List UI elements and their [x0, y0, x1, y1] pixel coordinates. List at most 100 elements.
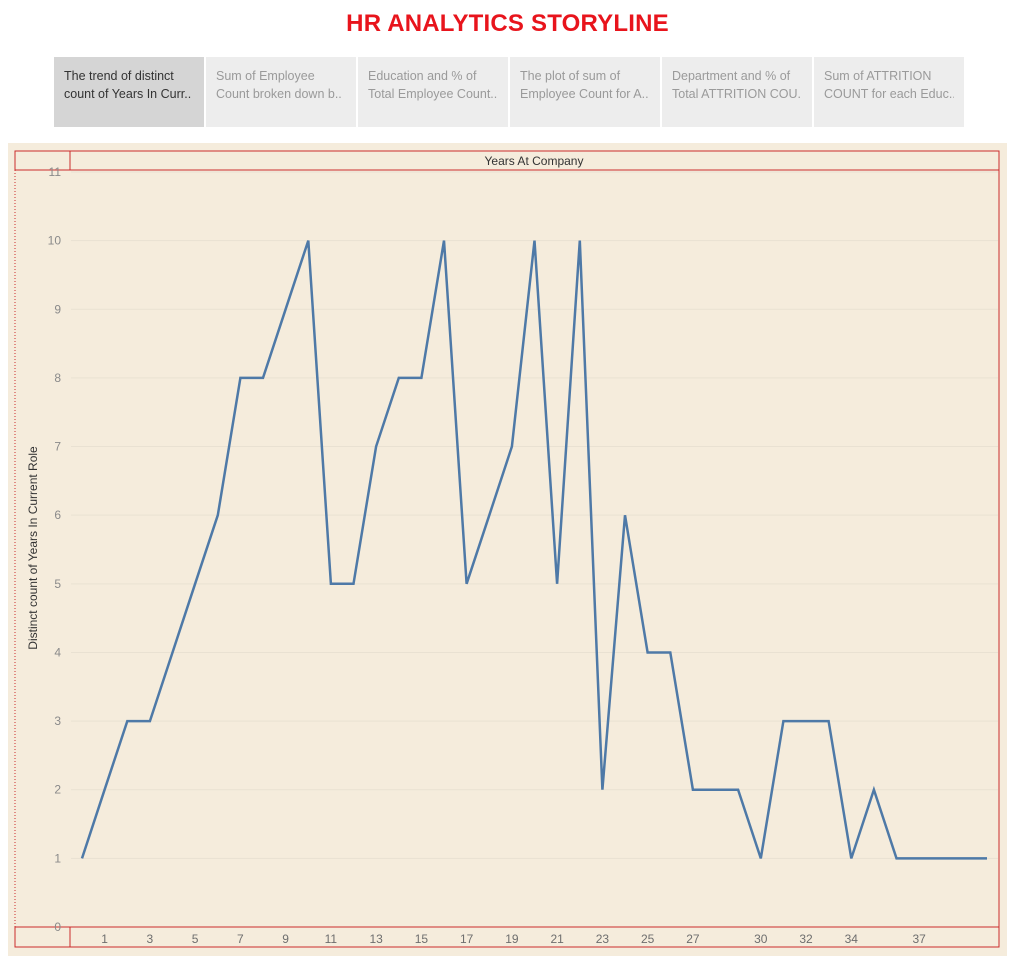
story-tab-4-line2: Employee Count for A..: [520, 87, 649, 101]
data-point[interactable]: [577, 238, 583, 244]
data-point[interactable]: [645, 649, 651, 655]
story-tab-2-line1: Sum of Employee: [216, 69, 315, 83]
x-tick-label: 37: [912, 932, 926, 946]
series-line: [80, 240, 987, 860]
x-tick-label: 9: [282, 932, 289, 946]
x-tick-labels: 1 3 5 7 9 11 13 15 17 19 21 23 25 27 30 32 34 37: [101, 932, 926, 946]
data-point[interactable]: [486, 512, 492, 518]
y-tick-label: 3: [54, 714, 61, 728]
story-tab-1-line2: count of Years In Curr..: [64, 87, 192, 101]
y-tick-label: 2: [54, 783, 61, 797]
x-tick-label: 30: [754, 932, 768, 946]
y-tick-labels: 0 1 2 3 4 5 6 7 8 9 10 11: [48, 165, 62, 934]
story-tab-6-line2: COUNT for each Educ..: [824, 87, 954, 101]
story-tabs: The trend of distinct count of Years In …: [54, 57, 964, 127]
y-tick-label: 0: [54, 920, 61, 934]
data-point[interactable]: [780, 718, 786, 724]
data-point[interactable]: [79, 855, 85, 861]
data-point[interactable]: [871, 787, 877, 793]
story-tab-3-line1: Education and % of: [368, 69, 477, 83]
y-tick-label: 4: [54, 645, 61, 659]
data-point[interactable]: [464, 581, 470, 587]
data-point[interactable]: [554, 581, 560, 587]
data-point[interactable]: [102, 787, 108, 793]
y-tick-label: 8: [54, 371, 61, 385]
data-point[interactable]: [260, 375, 266, 381]
data-point[interactable]: [735, 787, 741, 793]
series-line-group: [79, 238, 990, 861]
y-tick-label: 11: [49, 165, 62, 179]
story-tab-6[interactable]: Sum of ATTRITION COUNT for each Educ..: [814, 57, 964, 127]
x-tick-label: 32: [799, 932, 813, 946]
story-tab-5-line1: Department and % of: [672, 69, 791, 83]
x-tick-label: 17: [460, 932, 474, 946]
column-header: Years At Company: [485, 154, 584, 168]
data-point[interactable]: [532, 238, 538, 244]
data-point[interactable]: [916, 855, 922, 861]
axis-frame: [14, 926, 1000, 948]
data-point[interactable]: [667, 649, 673, 655]
data-point[interactable]: [237, 375, 243, 381]
story-tab-6-line1: Sum of ATTRITION: [824, 69, 932, 83]
story-tab-3-line2: Total Employee Count..: [368, 87, 498, 101]
data-point[interactable]: [283, 306, 289, 312]
x-tick-label: 19: [505, 932, 519, 946]
data-point[interactable]: [192, 581, 198, 587]
y-tick-label: 10: [48, 234, 62, 248]
data-point[interactable]: [351, 581, 357, 587]
data-point[interactable]: [373, 444, 379, 450]
data-point[interactable]: [170, 649, 176, 655]
data-point[interactable]: [509, 444, 515, 450]
chart-panel: [8, 143, 1007, 956]
y-tick-label: 6: [54, 508, 61, 522]
data-point[interactable]: [984, 855, 990, 861]
x-tick-label: 3: [147, 932, 154, 946]
story-tab-4-line1: The plot of sum of: [520, 69, 621, 83]
data-point[interactable]: [328, 581, 334, 587]
data-point[interactable]: [599, 787, 605, 793]
data-point[interactable]: [124, 718, 130, 724]
data-point[interactable]: [848, 855, 854, 861]
y-tick-label: 7: [54, 440, 61, 454]
data-point[interactable]: [147, 718, 153, 724]
story-tab-2-line2: Count broken down b..: [216, 87, 342, 101]
x-tick-label: 15: [415, 932, 429, 946]
x-tick-label: 11: [325, 932, 338, 946]
data-point[interactable]: [418, 375, 424, 381]
story-tab-5[interactable]: Department and % of Total ATTRITION COU.…: [662, 57, 812, 127]
y-tick-label: 1: [54, 851, 61, 865]
data-point[interactable]: [396, 375, 402, 381]
data-point[interactable]: [215, 512, 221, 518]
header-frame: [14, 150, 1000, 171]
x-tick-label: 27: [686, 932, 700, 946]
x-tick-label: 7: [237, 932, 244, 946]
x-tick-label: 23: [596, 932, 610, 946]
x-tick-label: 1: [101, 932, 108, 946]
data-point[interactable]: [894, 855, 900, 861]
x-tick-label: 21: [550, 932, 564, 946]
x-tick-label: 13: [369, 932, 383, 946]
data-point[interactable]: [622, 512, 628, 518]
story-tab-2[interactable]: Sum of Employee Count broken down b..: [206, 57, 356, 127]
y-tick-label: 5: [54, 577, 61, 591]
data-point[interactable]: [758, 855, 764, 861]
gridlines: [71, 171, 998, 859]
data-point[interactable]: [305, 238, 311, 244]
data-point[interactable]: [803, 718, 809, 724]
x-tick-label: 25: [641, 932, 655, 946]
story-tab-3[interactable]: Education and % of Total Employee Count.…: [358, 57, 508, 127]
page-title: HR ANALYTICS STORYLINE: [346, 10, 669, 37]
x-tick-label: 34: [845, 932, 859, 946]
data-point[interactable]: [690, 787, 696, 793]
story-tab-1-line1: The trend of distinct: [64, 69, 174, 83]
story-tab-4[interactable]: The plot of sum of Employee Count for A.…: [510, 57, 660, 127]
data-point[interactable]: [441, 238, 447, 244]
data-point[interactable]: [826, 718, 832, 724]
x-tick-label: 5: [192, 932, 199, 946]
story-tab-1[interactable]: The trend of distinct count of Years In …: [54, 57, 204, 127]
y-tick-label: 9: [54, 302, 61, 316]
y-axis-label: Distinct count of Years In Current Role: [26, 446, 40, 650]
chart-frame: Years At Company: [14, 150, 1000, 948]
story-tab-5-line2: Total ATTRITION COU..: [672, 87, 802, 101]
